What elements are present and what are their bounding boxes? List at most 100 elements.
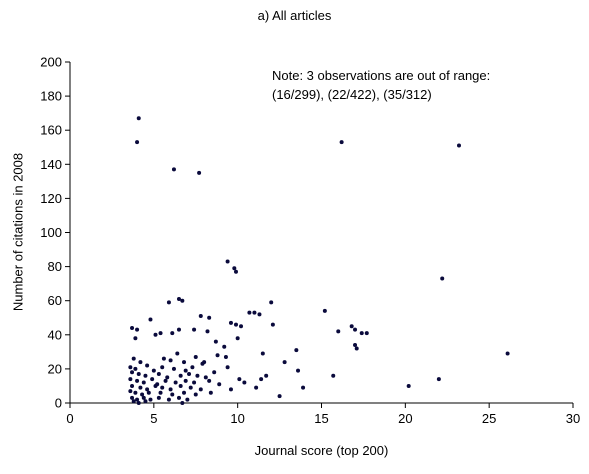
- data-point: [158, 390, 163, 395]
- data-point: [353, 343, 358, 348]
- data-point: [331, 373, 336, 378]
- data-point: [168, 387, 173, 392]
- y-tick-label: 120: [40, 191, 62, 206]
- data-point: [136, 372, 141, 377]
- data-point: [160, 365, 165, 370]
- data-point: [176, 327, 181, 332]
- y-tick-label: 100: [40, 225, 62, 240]
- data-point: [247, 310, 252, 315]
- data-point: [128, 365, 133, 370]
- data-point: [130, 325, 135, 330]
- data-point: [190, 365, 195, 370]
- data-point: [259, 377, 264, 382]
- data-point: [161, 356, 166, 361]
- data-point: [141, 380, 146, 385]
- data-point: [269, 300, 274, 305]
- data-point: [187, 372, 192, 377]
- data-point: [233, 269, 238, 274]
- data-point: [192, 380, 197, 385]
- data-point: [138, 360, 143, 365]
- data-point: [270, 322, 275, 327]
- data-point: [166, 300, 171, 305]
- data-point: [217, 382, 222, 387]
- data-point: [130, 383, 135, 388]
- data-point: [138, 385, 143, 390]
- data-point: [151, 368, 156, 373]
- x-tick-label: 20: [398, 411, 412, 426]
- data-point: [153, 332, 158, 337]
- data-point: [235, 336, 240, 341]
- data-point: [153, 383, 158, 388]
- y-tick-label: 20: [48, 361, 62, 376]
- data-point: [215, 353, 220, 358]
- data-point: [185, 397, 190, 402]
- data-point: [207, 315, 212, 320]
- data-point: [183, 368, 188, 373]
- data-point: [205, 329, 210, 334]
- data-point: [198, 314, 203, 319]
- data-point: [145, 363, 150, 368]
- data-point: [277, 394, 282, 399]
- data-point: [203, 375, 208, 380]
- y-tick-label: 160: [40, 123, 62, 138]
- data-point: [143, 373, 148, 378]
- data-point: [182, 390, 187, 395]
- data-point: [170, 331, 175, 336]
- data-point: [232, 266, 237, 271]
- data-point: [257, 312, 262, 317]
- data-point: [339, 140, 344, 145]
- x-tick-label: 0: [66, 411, 73, 426]
- data-point: [456, 143, 461, 148]
- data-point: [128, 377, 133, 382]
- data-point: [225, 365, 230, 370]
- data-point: [195, 373, 200, 378]
- data-point: [165, 375, 170, 380]
- data-point: [170, 392, 175, 397]
- data-point: [133, 336, 138, 341]
- data-point: [406, 383, 411, 388]
- data-point: [135, 327, 140, 332]
- data-point: [233, 322, 238, 327]
- data-point: [133, 366, 138, 371]
- data-point: [135, 378, 140, 383]
- data-point: [131, 399, 136, 404]
- data-point: [505, 351, 510, 356]
- data-point: [322, 308, 327, 313]
- y-tick-label: 60: [48, 293, 62, 308]
- data-point: [225, 259, 230, 264]
- data-point: [135, 397, 140, 402]
- data-point: [301, 385, 306, 390]
- data-points: [128, 116, 510, 405]
- data-point: [294, 348, 299, 353]
- data-point: [171, 366, 176, 371]
- data-point: [136, 116, 141, 121]
- data-point: [150, 377, 155, 382]
- x-tick-label: 10: [230, 411, 244, 426]
- data-point: [130, 395, 135, 400]
- data-point: [178, 383, 183, 388]
- y-tick-label: 140: [40, 157, 62, 172]
- data-point: [160, 385, 165, 390]
- x-tick-label: 30: [566, 411, 580, 426]
- annotation-line-1: Note: 3 observations are out of range:: [272, 68, 491, 83]
- data-point: [143, 399, 148, 404]
- data-point: [183, 378, 188, 383]
- chart-title: a) All articles: [257, 8, 332, 23]
- data-point: [237, 377, 242, 382]
- x-axis-label: Journal score (top 200): [254, 443, 389, 458]
- data-point: [168, 358, 173, 363]
- data-point: [130, 370, 135, 375]
- data-point: [188, 385, 193, 390]
- data-point: [198, 387, 203, 392]
- data-point: [440, 276, 445, 281]
- data-point: [180, 298, 185, 303]
- y-tick-label: 0: [55, 396, 62, 411]
- data-point: [207, 378, 212, 383]
- axes: 0 5 10 15 20 25 30 0 20 40 60 80 100 120 140 160 180 200: [40, 55, 580, 427]
- data-point: [282, 360, 287, 365]
- data-point: [252, 310, 257, 315]
- data-point: [228, 387, 233, 392]
- data-point: [140, 392, 145, 397]
- data-point: [178, 373, 183, 378]
- data-point: [222, 344, 227, 349]
